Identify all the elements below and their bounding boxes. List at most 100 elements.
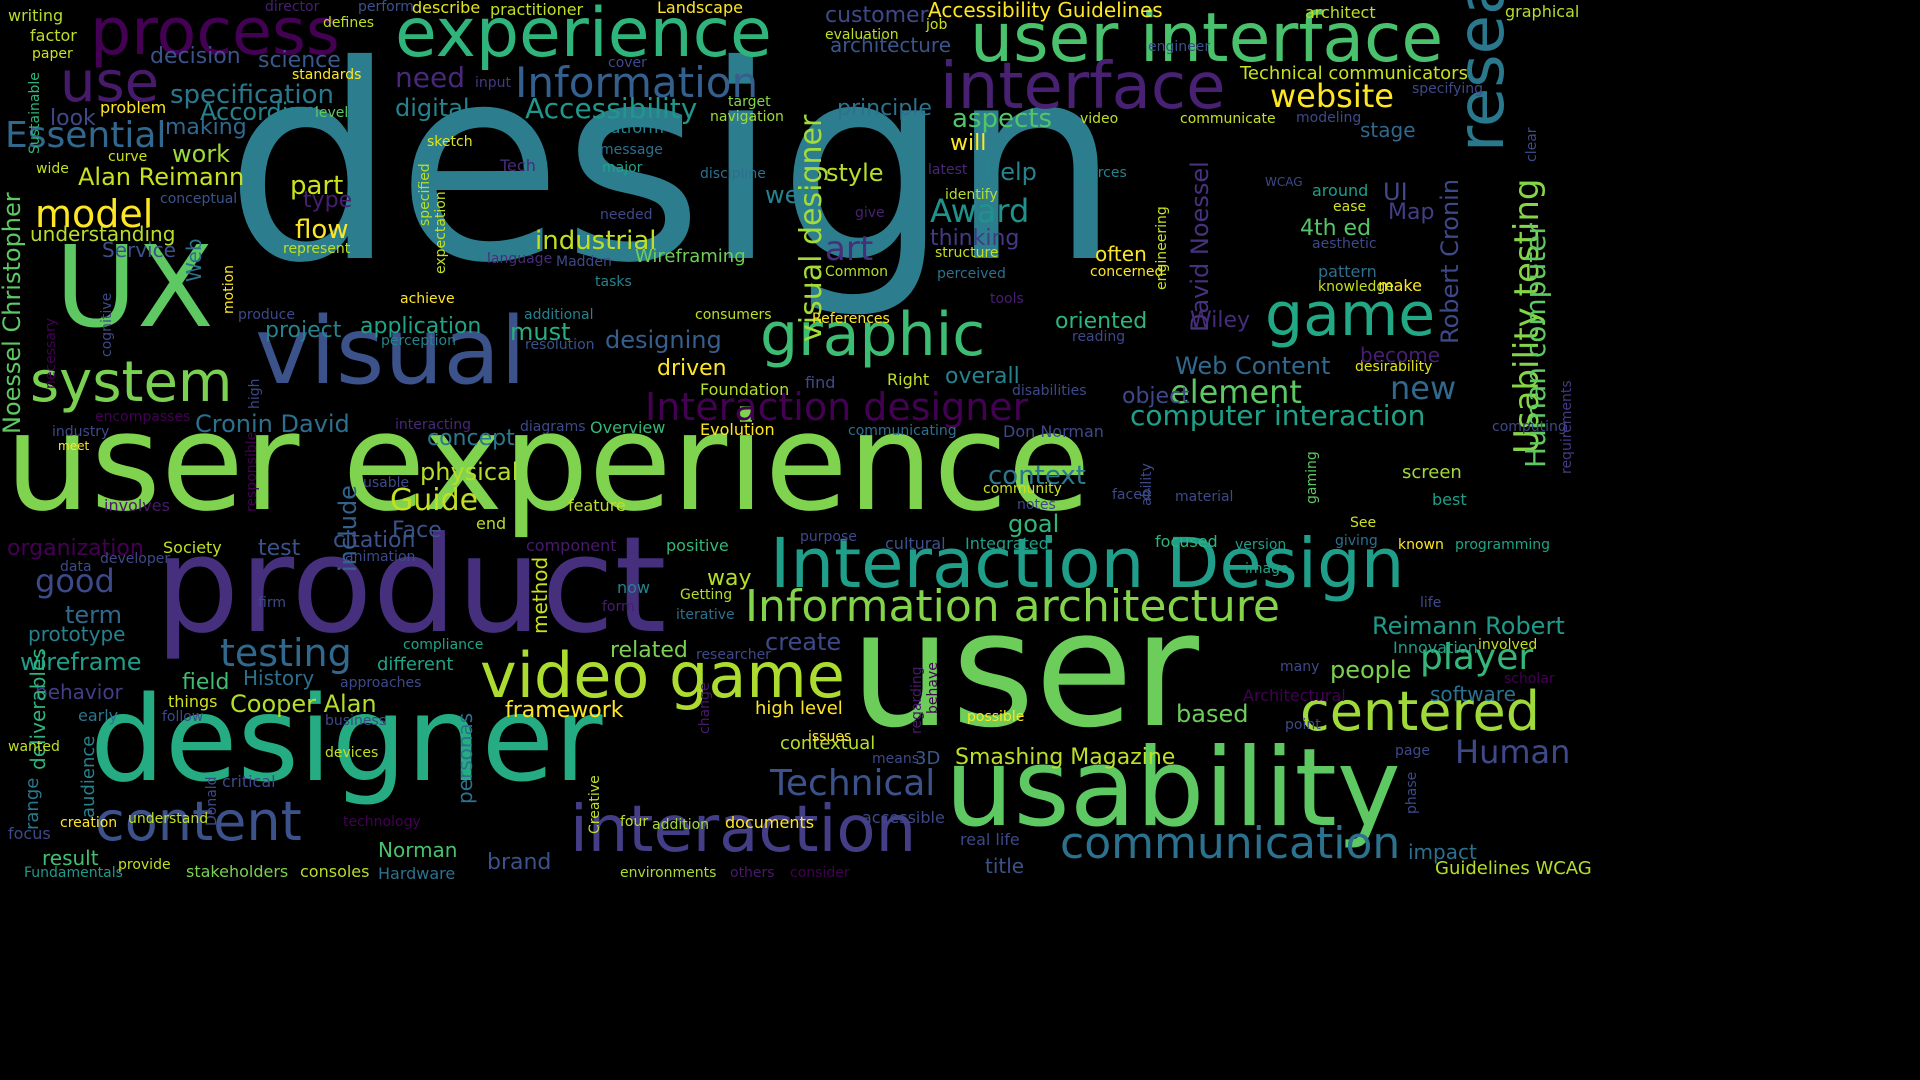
word-accessible: accessible [862,808,945,827]
word-right: Right [887,370,930,389]
word-model: model [35,192,154,236]
word-engineer: engineer [1148,39,1211,55]
word-robert-cronin: Robert Cronin [1436,178,1464,344]
word-visual-designer: visual designer [794,114,829,342]
word-wiley: Wiley [1190,308,1251,333]
word-animation: animation [345,549,416,565]
word-term: term [65,601,122,629]
word-documents: documents [725,813,815,832]
word-evolution: Evolution [700,420,775,439]
word-technical: Technical [770,763,936,804]
word-software: software [1430,682,1516,706]
word-user-experience: user experience [5,384,1091,541]
word-pattern: pattern [1318,262,1377,281]
word-aesthetic: aesthetic [1312,236,1377,252]
word-consumers: consumers [695,307,772,323]
word-critical: critical [222,772,276,791]
word-perceived: perceived [937,266,1006,282]
word-part: part [290,171,344,201]
word-understand: understand [128,811,209,827]
word-community: community [983,481,1062,497]
word-style: style [826,159,884,187]
word-good: good [35,562,115,600]
word-designer: designer [90,670,603,808]
word-feature: feature [568,496,626,515]
word-issues: issues [808,729,852,745]
word-means: means [872,751,919,767]
word-principle: principle [837,96,932,121]
word-wanted: wanted [8,739,60,755]
word-video-game: video game [480,639,845,712]
word-goal: goal [1008,510,1060,538]
word-provide: provide [118,857,171,873]
word-wide: wide [36,161,69,177]
word-represent: represent [283,241,351,257]
word-defines: defines [323,15,375,31]
word-standards: standards [292,67,362,83]
word-sources: sources [1073,165,1127,181]
word-often: often [1095,242,1147,266]
word-diagrams: diagrams [520,419,586,435]
word-modeling: modeling [1296,110,1362,126]
word-design: design [225,7,1121,322]
word-noessel-christopher: Noessel Christopher [0,192,26,434]
word-cover: cover [608,55,647,71]
word-material: material [1175,489,1234,505]
word-environments: environments [620,865,717,881]
word-problem: problem [100,98,167,117]
word-range: range [22,777,43,830]
word-information-architecture: Information architecture [745,581,1280,632]
word-flow: flow [295,215,349,245]
word-related: related [610,638,688,663]
word-major: major [602,160,643,176]
word-industry: industry [52,424,110,440]
word-references: References [812,311,890,327]
word-firm: firm [258,595,286,611]
word-wireframing: Wireframing [635,246,746,267]
word-practitioner: practitioner [490,0,584,19]
word-understanding: understanding [30,222,176,246]
word-necessary: necessary [43,317,59,389]
word-high: high [247,378,263,409]
word-phase: phase [1404,771,1420,814]
word-application: application [360,314,482,339]
word-well: well [765,181,813,209]
word-designing: designing [605,326,722,354]
word-3d: 3D [915,748,941,769]
word-writing: writing [8,6,64,25]
word-innovation: Innovation [1393,638,1478,657]
word-message: message [600,142,663,158]
word-responsible: responsible [244,431,260,512]
word-computer-interaction: computer interaction [1130,399,1426,432]
word-approaches: approaches [340,675,422,691]
word-communication: communication [1060,818,1401,869]
word-behavior: behavior [35,680,123,704]
word-new: new [1390,369,1457,407]
word-tech: Tech [500,156,536,175]
word-cooper-alan: Cooper Alan [230,690,377,718]
word-behave: behave [925,662,941,714]
word-essential: Essential [5,115,167,156]
word-content: content [95,790,302,853]
word-screen: screen [1402,462,1462,483]
word-player: player [1420,637,1534,678]
word-impact: impact [1408,840,1477,864]
word-perception: perception [381,333,456,349]
word-paper: paper [32,46,73,62]
word-work: work [172,140,231,168]
word-according: According [200,98,319,126]
word-reading: reading [1072,329,1126,345]
word-guide: Guide [390,483,479,518]
word-way: way [707,566,752,591]
word-navigation: navigation [710,109,784,125]
word-making: making [165,115,247,140]
word-change: change [697,682,713,734]
word-science: science [258,48,341,73]
word-meet: meet [58,439,90,453]
word-field: field [182,670,230,695]
word-organization: organization [7,536,144,561]
word-become: become [1360,343,1441,367]
word-audience: audience [78,735,99,818]
word-reimann-robert: Reimann Robert [1372,612,1565,640]
word-purpose: purpose [800,529,857,545]
